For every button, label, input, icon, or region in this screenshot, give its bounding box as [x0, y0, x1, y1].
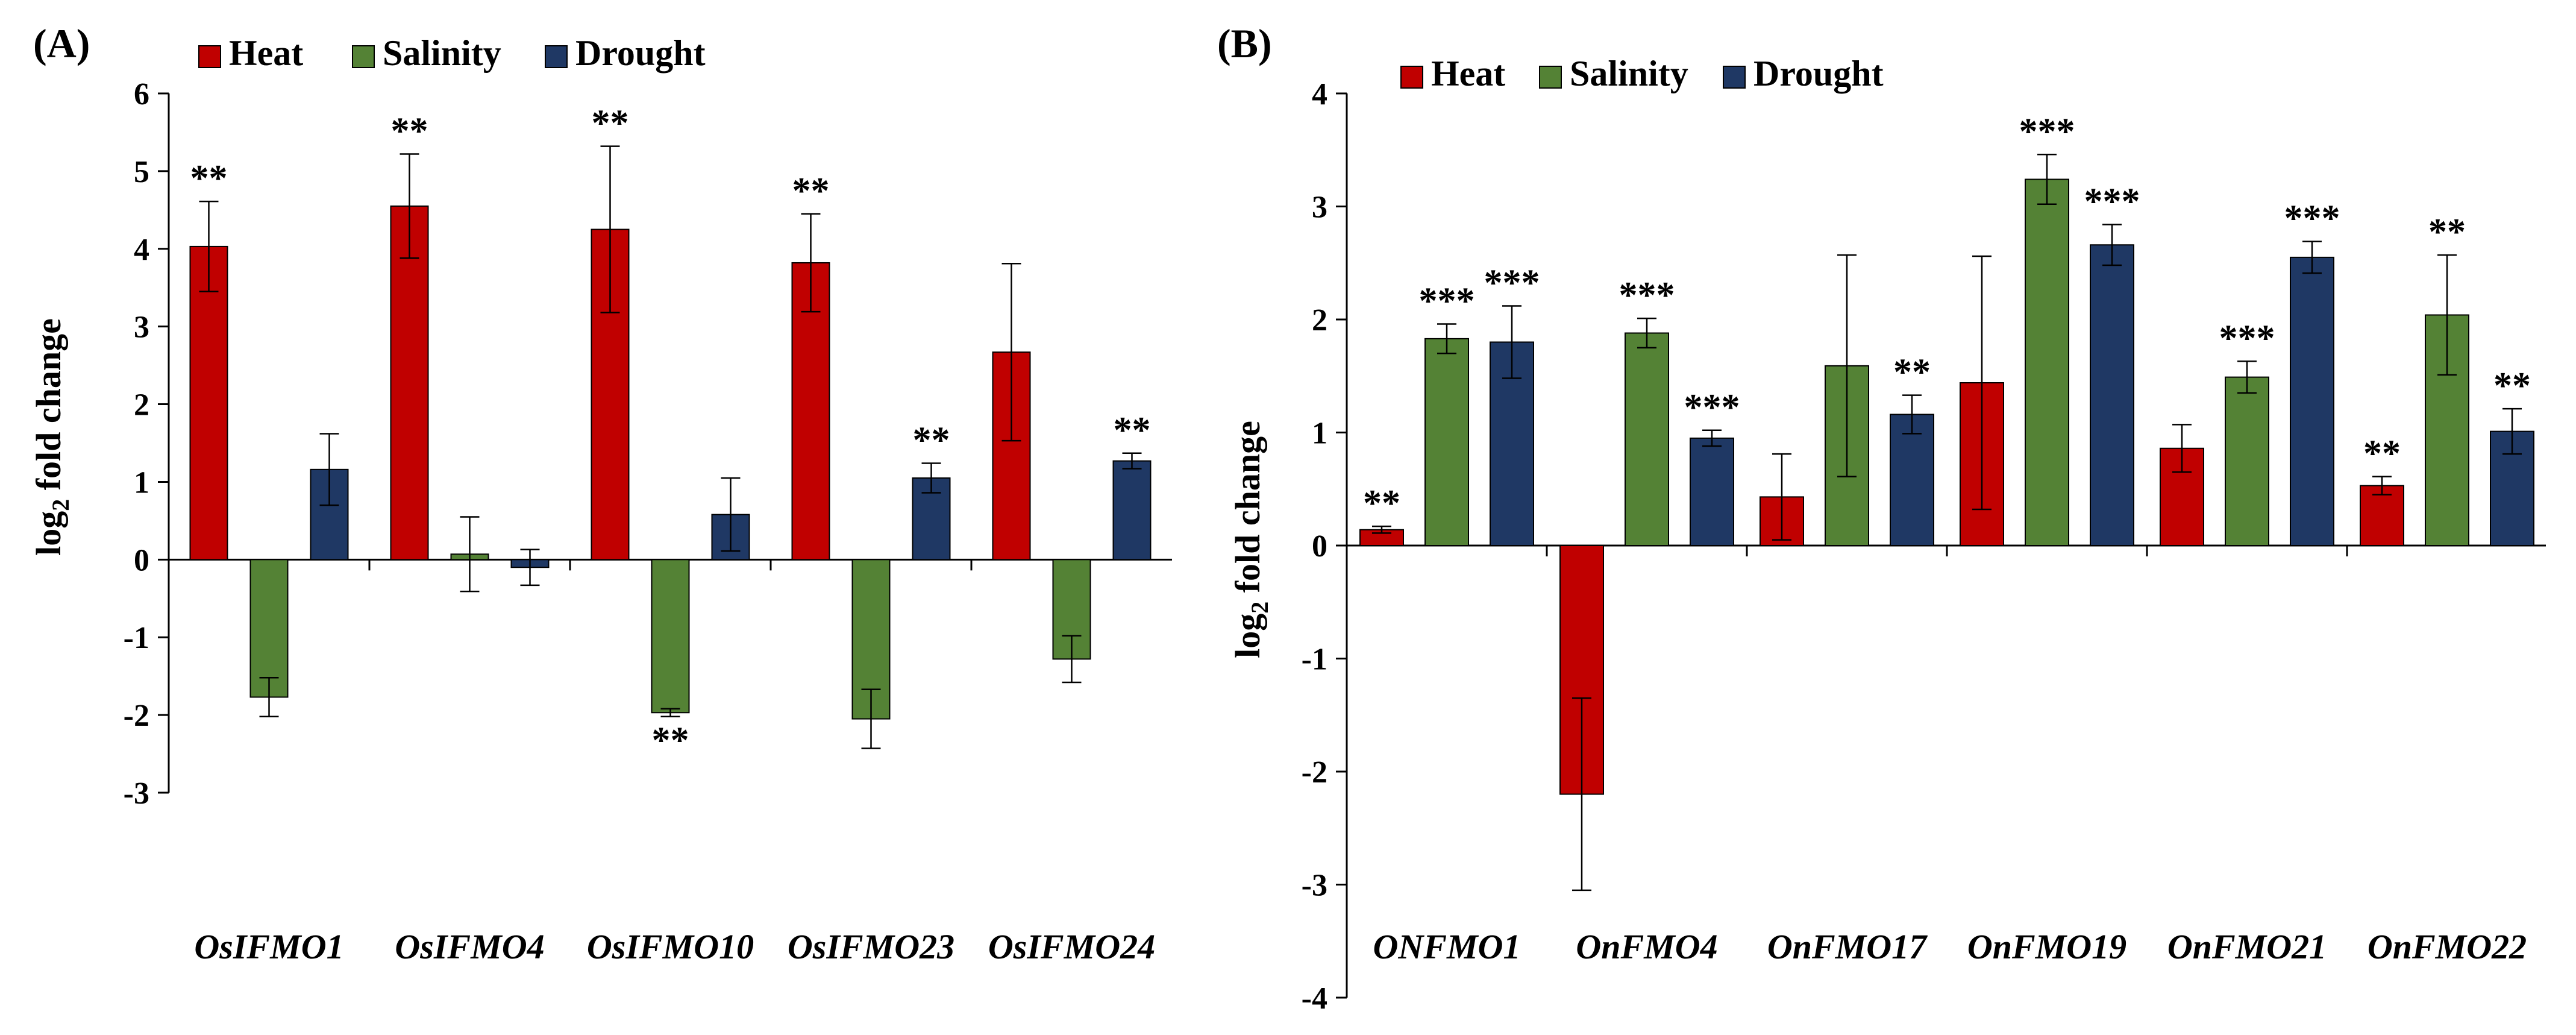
panel-a-legend-label-salinity: Salinity	[383, 33, 501, 73]
panel-b-label: (B)	[1217, 20, 1272, 66]
panel-b-significance-label: ***	[1619, 275, 1675, 316]
panel-b-significance-label: ***	[2084, 181, 2140, 222]
panel-b-legend-label-heat: Heat	[1431, 54, 1505, 93]
panel-a-bar-salinity	[249, 559, 289, 698]
panel-b-bar-drought	[2290, 256, 2334, 546]
panel-b-category-label: OnFMO19	[1967, 927, 2126, 966]
panel-b-y-tick-label: -2	[1302, 755, 1327, 790]
panel-b-legend-label-salinity: Salinity	[1570, 54, 1688, 93]
panel-a-y-tick-label: -3	[124, 776, 149, 811]
panel-a-y-tick-label: 5	[134, 155, 149, 189]
panel-a-y-tick-label: 3	[134, 310, 149, 345]
panel-b-bar-drought	[2090, 244, 2134, 546]
panel-b-bar-drought	[1690, 437, 1734, 546]
panel-b-significance-label: **	[2428, 212, 2466, 253]
panel-b-significance-label: ***	[1419, 281, 1475, 322]
panel-b-category-label: OnFMO22	[2368, 927, 2527, 966]
panel-a-y-tick-label: 4	[134, 233, 149, 267]
panel-b-significance-label: ***	[2019, 111, 2075, 152]
panel-b-significance-label: ***	[1684, 387, 1740, 428]
panel-a-category-label: OsIFMO23	[788, 927, 954, 966]
panel-b-y-tick-label: 1	[1312, 417, 1327, 451]
panel-b-chart: (B) Heat Salinity Drought -4 -3 -2 -1 0 1 2 3 4 log2 …	[1217, 20, 2546, 1016]
panel-a-category-label: OsIFMO24	[988, 927, 1155, 966]
panel-b-significance-label: **	[1363, 483, 1400, 524]
panel-b-y-tick-label: 3	[1312, 190, 1327, 225]
panel-b-significance-label: **	[1893, 352, 1931, 393]
panel-b-y-tick-label: 2	[1312, 303, 1327, 338]
panel-b-significance-label: ***	[2219, 318, 2275, 359]
panel-b-category-label: OnFMO17	[1767, 927, 1928, 966]
panel-b-bar-salinity	[2025, 178, 2069, 546]
panel-b-bar-salinity	[2225, 376, 2269, 546]
panel-a-chart: (A) Heat Salinity Drought -3 -2 -1 0 1 2 3 4 5 6 log2 …	[29, 20, 1172, 966]
panel-a-bar-heat	[189, 245, 228, 561]
panel-a-significance-label: **	[391, 111, 428, 152]
panel-a-y-tick-label: -1	[124, 621, 149, 655]
panel-b-y-tick-label: 4	[1312, 77, 1327, 112]
panel-a-y-axis-title: log2 fold change	[29, 318, 74, 556]
panel-a-bar-heat	[390, 205, 429, 561]
panel-b-legend-swatch-drought	[1723, 66, 1746, 89]
panel-a-y-tick-label: 6	[134, 77, 149, 112]
panel-a-significance-label: **	[190, 158, 228, 199]
panel-a-legend-label-drought: Drought	[575, 33, 706, 73]
panel-b-y-tick-label: -4	[1302, 981, 1327, 1016]
panel-a-y-tick-label: -2	[124, 699, 149, 733]
panel-b-bar-drought	[1890, 414, 1934, 546]
panel-b-legend-swatch-heat	[1400, 66, 1423, 89]
panel-a-significance-label: **	[652, 720, 689, 761]
panel-b-category-label: OnFMO4	[1576, 927, 1717, 966]
panel-a-y-tick-label: 0	[134, 543, 149, 577]
panel-b-bar-salinity	[1424, 338, 1469, 546]
panel-b-category-label: OnFMO21	[2167, 927, 2327, 966]
panel-a-y-tick-label: 1	[134, 465, 149, 500]
panel-a-significance-label: **	[592, 103, 629, 144]
panel-b-bar-salinity	[1625, 332, 1669, 546]
panel-b-y-tick-label: -1	[1302, 643, 1327, 677]
panel-b-y-tick-label: 0	[1312, 529, 1327, 564]
panel-a-category-label: OsIFMO10	[587, 927, 754, 966]
panel-a-significance-label: **	[792, 171, 830, 212]
panel-a-significance-label: **	[913, 420, 950, 461]
panel-a-category-label: OsIFMO4	[395, 927, 544, 966]
panel-b-y-axis-title: log2 fold change	[1228, 421, 1273, 658]
panel-b-y-tick-label: -3	[1302, 869, 1327, 903]
panel-a-significance-label: **	[1114, 410, 1151, 451]
panel-b-significance-label: ***	[2284, 198, 2340, 239]
panel-a-legend-swatch-salinity	[352, 45, 375, 68]
panel-a-legend-swatch-heat	[198, 45, 221, 68]
panel-b-bar-drought	[2490, 430, 2534, 546]
panel-b-legend-label-drought: Drought	[1753, 54, 1884, 93]
panel-b-significance-label: **	[2493, 365, 2531, 406]
panel-b-bar-heat	[2360, 485, 2404, 546]
panel-b-significance-label: ***	[1484, 263, 1540, 304]
panel-a-label: (A)	[33, 20, 90, 66]
panel-a-legend-label-heat: Heat	[229, 33, 303, 73]
panel-b-legend-swatch-salinity	[1539, 66, 1562, 89]
panel-a-bar-drought	[1112, 460, 1152, 561]
panel-a-category-label: OsIFMO1	[194, 927, 343, 966]
panel-b-category-label: ONFMO1	[1373, 927, 1521, 966]
panel-a-bar-salinity	[651, 559, 690, 714]
panel-b-significance-label: **	[2363, 433, 2401, 474]
panel-a-y-tick-label: 2	[134, 388, 149, 423]
panel-a-legend-swatch-drought	[545, 45, 568, 68]
